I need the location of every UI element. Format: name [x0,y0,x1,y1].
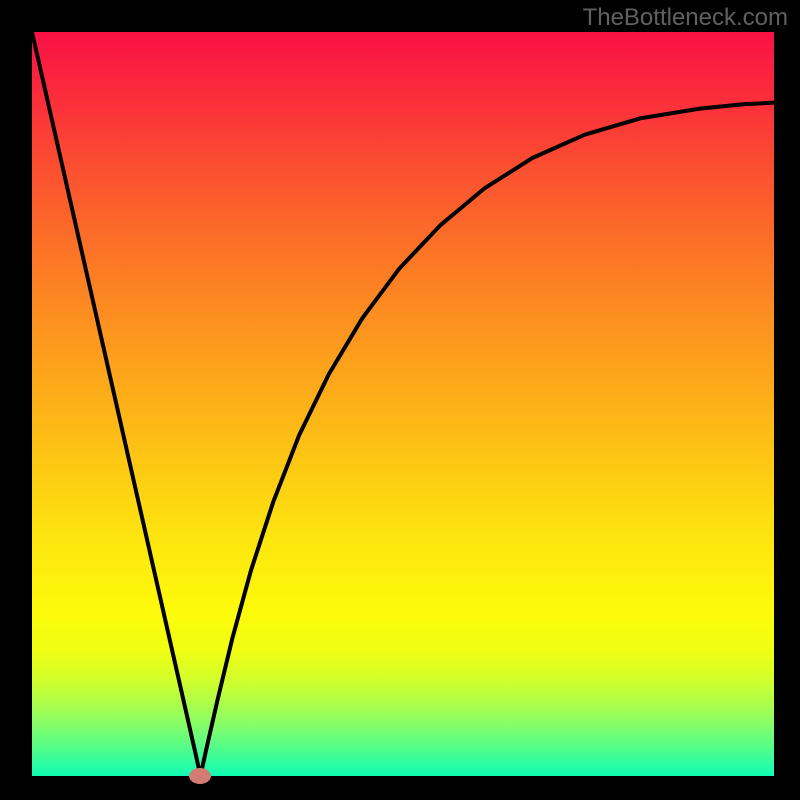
watermark-text: TheBottleneck.com [583,4,788,32]
min-marker [189,768,211,784]
plot-area [32,32,774,776]
chart-container: TheBottleneck.com [0,0,800,800]
gradient-background [32,32,774,776]
